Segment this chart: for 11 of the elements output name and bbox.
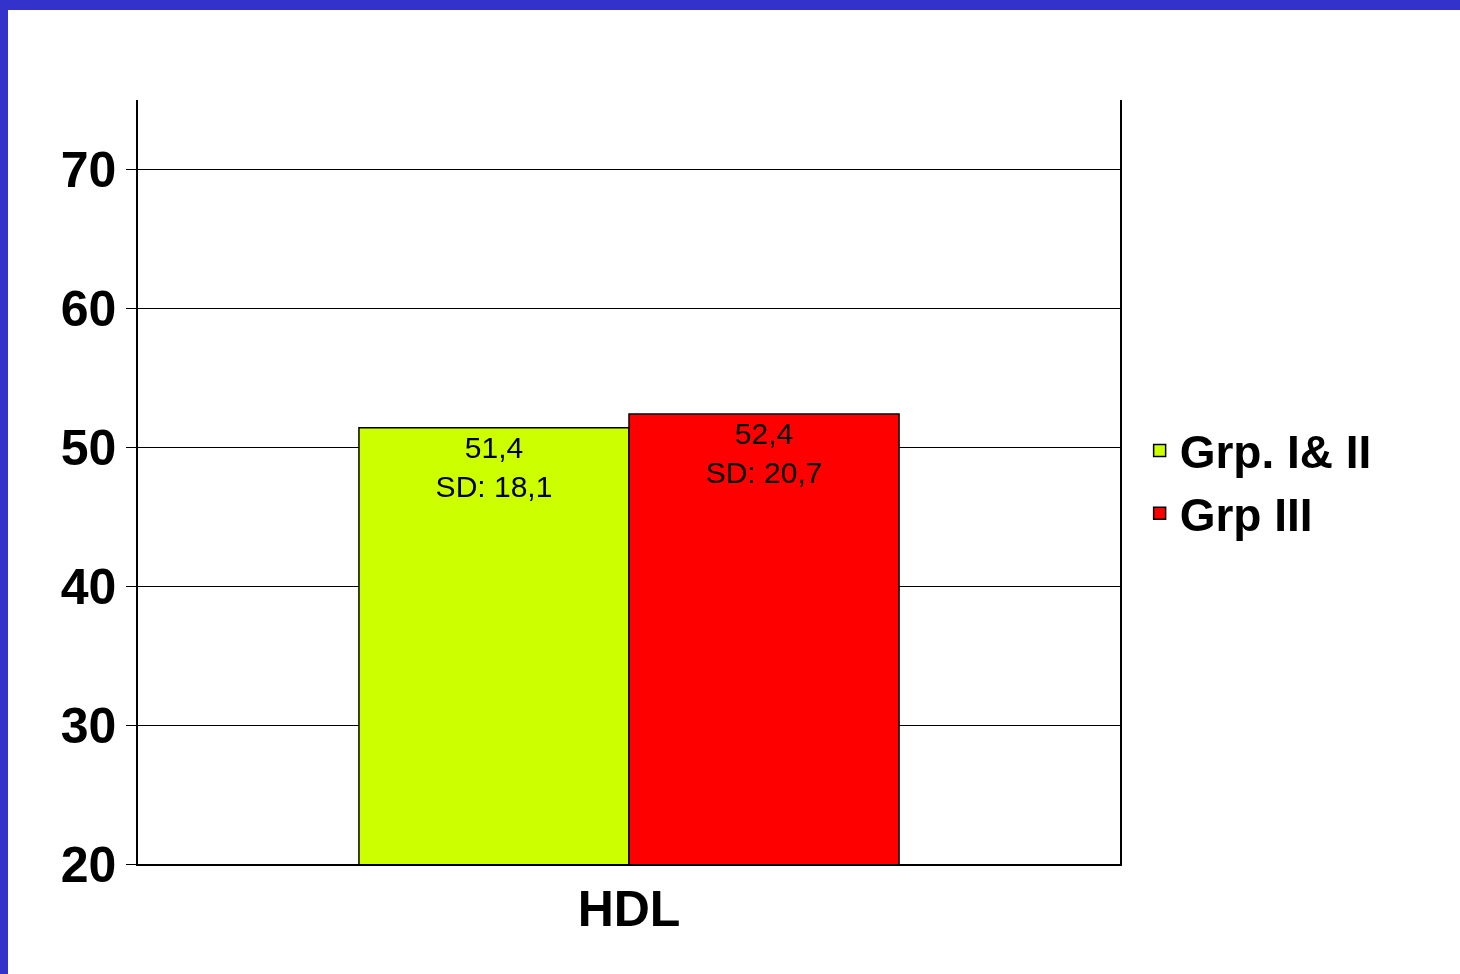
x-tick-label: HDL (577, 880, 681, 937)
y-tick-label: 60 (60, 280, 117, 337)
y-tick-label: 70 (60, 141, 117, 198)
legend-label: Grp III (1179, 489, 1313, 542)
y-tick-label: 20 (60, 836, 117, 893)
data-label: 51,4 SD: 18,1 (435, 430, 553, 503)
data-label: 52,4 SD: 20,7 (705, 416, 823, 489)
legend-label: Grp. I& II (1179, 426, 1372, 479)
y-tick-label: 30 (60, 697, 117, 754)
y-tick-label: 40 (60, 558, 117, 615)
y-tick-label: 50 (60, 419, 117, 476)
